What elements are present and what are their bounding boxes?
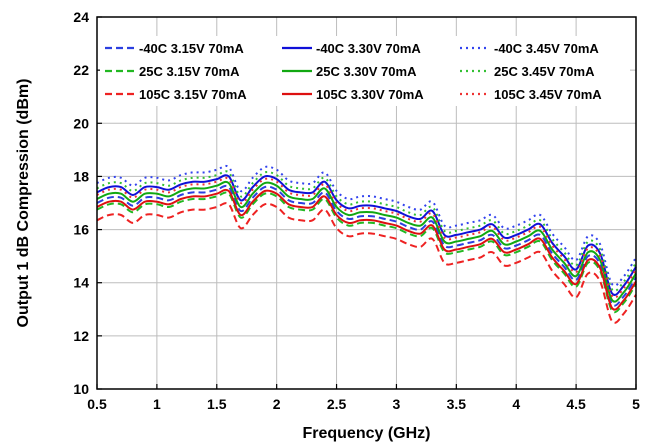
legend-label: 105C 3.15V 70mA (139, 87, 247, 102)
y-tick-label: 16 (73, 222, 89, 238)
x-tick-label: 3 (393, 396, 401, 412)
series-line (96, 170, 637, 292)
series-line (96, 174, 637, 296)
x-tick-label: 4.5 (566, 396, 586, 412)
y-tick-label: 14 (73, 275, 89, 291)
x-tick-label: 2.5 (327, 396, 347, 412)
x-tick-label: 1.5 (207, 396, 227, 412)
x-axis-title: Frequency (GHz) (302, 425, 430, 442)
series-line (96, 164, 637, 287)
y-tick-label: 12 (73, 328, 89, 344)
x-tick-label: 4 (512, 396, 520, 412)
legend-label: 25C 3.30V 70mA (316, 64, 417, 79)
ticks: 0.5 1 1.5 2 2.5 3 3.5 4 4.5 5 10 12 14 16 18 20 22 24 (73, 9, 640, 412)
series-line (96, 188, 637, 311)
x-tick-label: 2 (273, 396, 281, 412)
x-tick-label: 3.5 (447, 396, 467, 412)
y-tick-label: 22 (73, 62, 89, 78)
y-tick-label: 20 (73, 115, 89, 131)
legend: -40C 3.15V 70mA -40C 3.30V 70mA -40C 3.45V… (100, 36, 630, 106)
legend-label: -40C 3.30V 70mA (316, 41, 421, 56)
legend-label: 25C 3.15V 70mA (139, 64, 240, 79)
series-line (96, 176, 637, 299)
y-tick-label: 24 (73, 9, 89, 25)
series-line (96, 180, 637, 303)
series-line (96, 184, 637, 307)
series-layer (96, 164, 637, 324)
y-tick-label: 18 (73, 168, 89, 184)
series-line (96, 191, 637, 314)
legend-label: -40C 3.15V 70mA (139, 41, 244, 56)
y-tick-label: 10 (73, 381, 89, 397)
legend-label: 105C 3.45V 70mA (494, 87, 602, 102)
legend-background (100, 36, 630, 106)
x-tick-label: 1 (153, 396, 161, 412)
plot-frame (96, 16, 637, 390)
x-tick-label: 5 (632, 396, 640, 412)
legend-label: 25C 3.45V 70mA (494, 64, 595, 79)
x-tick-label: 0.5 (87, 396, 107, 412)
legend-label: 105C 3.30V 70mA (316, 87, 424, 102)
series-line (96, 202, 637, 324)
y-axis-title: Output 1 dB Compression (dBm) (15, 79, 32, 328)
legend-label: -40C 3.45V 70mA (494, 41, 599, 56)
